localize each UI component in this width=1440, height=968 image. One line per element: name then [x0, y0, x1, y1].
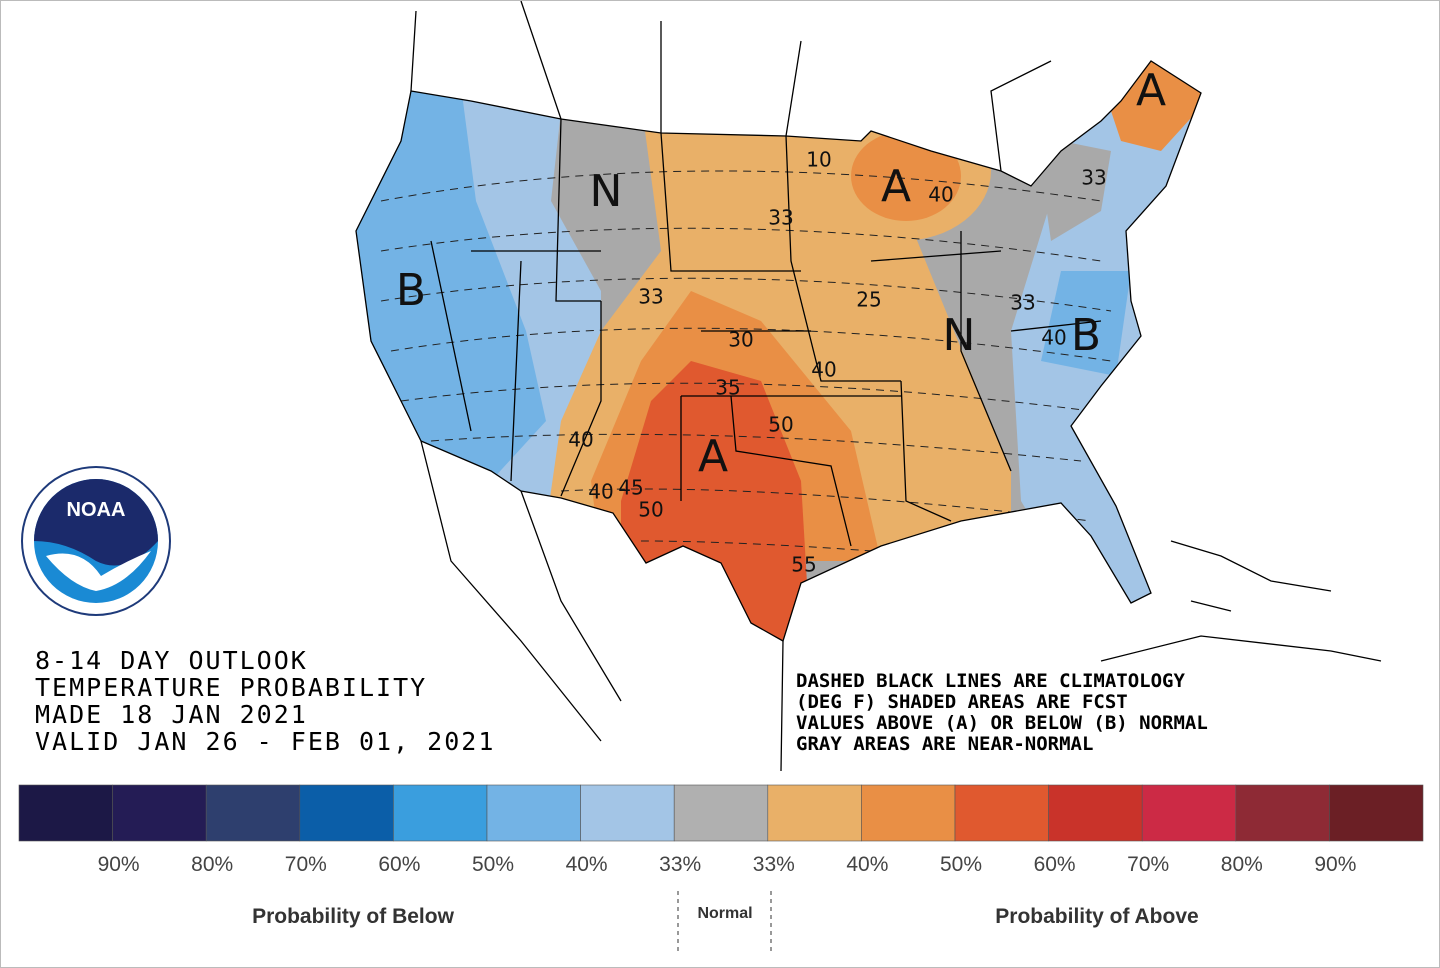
legend-below-title: Probability of Below	[252, 905, 455, 928]
legend-swatch	[767, 784, 862, 842]
legend-label: 40%	[566, 853, 608, 876]
region-letter: B	[1071, 310, 1101, 361]
contour-label: 50	[768, 413, 793, 437]
logo-text: NOAA	[67, 499, 126, 521]
legend-label: 90%	[98, 853, 140, 876]
contour-label: 35	[715, 376, 740, 400]
legend-swatch	[954, 784, 1049, 842]
legend-label: 33%	[753, 853, 795, 876]
legend-normal-title: Normal	[697, 905, 752, 922]
contour-label: 30	[728, 328, 753, 352]
region-letter: N	[590, 166, 623, 217]
legend-label: 60%	[378, 853, 420, 876]
contour-label: 33	[768, 206, 793, 230]
contour-label: 50	[638, 498, 663, 522]
outlook-line: 8-14 DAY OUTLOOK	[35, 646, 308, 675]
legend-swatch	[486, 784, 581, 842]
legend-above-title: Probability of Above	[995, 905, 1198, 928]
boundaries	[355, 1, 1382, 772]
legend-swatch	[112, 784, 207, 842]
region-letter: A	[881, 161, 911, 212]
legend-label: 80%	[191, 853, 233, 876]
legend-label: 50%	[472, 853, 514, 876]
legend-label: 90%	[1314, 853, 1356, 876]
below-50	[356, 81, 546, 481]
legend-label: 33%	[659, 853, 701, 876]
contour-label: 40	[588, 480, 613, 504]
legend-label: 70%	[1127, 853, 1169, 876]
outlook-line: TEMPERATURE PROBABILITY	[35, 673, 427, 702]
legend-swatch	[393, 784, 488, 842]
logo: NOAA	[21, 466, 171, 616]
contour-label: 40	[811, 358, 836, 382]
contour-label: 40	[568, 428, 593, 452]
contour-label: 10	[806, 148, 831, 172]
legend-swatch	[861, 784, 956, 842]
legend-swatch	[205, 784, 301, 842]
legend-label: 60%	[1034, 853, 1076, 876]
contour-label: 55	[791, 553, 816, 577]
above-50	[851, 131, 961, 221]
legend-swatch	[1235, 784, 1330, 842]
legend-swatch	[1141, 784, 1237, 842]
legend-swatch	[299, 784, 394, 842]
note-line: GRAY AREAS ARE NEAR-NORMAL	[796, 733, 1093, 755]
legend-label: 70%	[285, 853, 327, 876]
outlook-line: VALID JAN 26 - FEB 01, 2021	[35, 727, 495, 756]
contour-label: 33	[638, 285, 663, 309]
legend-swatch	[1329, 784, 1424, 842]
contour-label: 25	[856, 288, 881, 312]
region-letter: A	[1136, 65, 1166, 116]
contour-label: 40	[1041, 326, 1066, 350]
region-letter: B	[396, 265, 426, 316]
note-line: DASHED BLACK LINES ARE CLIMATOLOGY	[796, 670, 1185, 692]
note-line: VALUES ABOVE (A) OR BELOW (B) NORMAL	[796, 712, 1208, 734]
contour-label: 45	[618, 476, 643, 500]
legend-swatch	[18, 784, 113, 842]
legend-swatch	[673, 784, 769, 842]
contour-label: 33	[1010, 291, 1035, 315]
below-50	[1041, 271, 1131, 376]
legend-label: 50%	[940, 853, 982, 876]
legend-label: 80%	[1221, 853, 1263, 876]
near-normal-area	[1041, 141, 1111, 241]
note-line: (DEG F) SHADED AREAS ARE FCST	[796, 691, 1128, 713]
contour-label: 33	[1081, 166, 1106, 190]
region-letter: N	[943, 310, 976, 361]
legend-swatch	[1048, 784, 1143, 842]
legend-swatch	[580, 784, 675, 842]
contour-label: 40	[928, 183, 953, 207]
outlook-line: MADE 18 JAN 2021	[35, 700, 308, 729]
legend-label: 40%	[846, 853, 888, 876]
region-letter: A	[698, 431, 728, 482]
